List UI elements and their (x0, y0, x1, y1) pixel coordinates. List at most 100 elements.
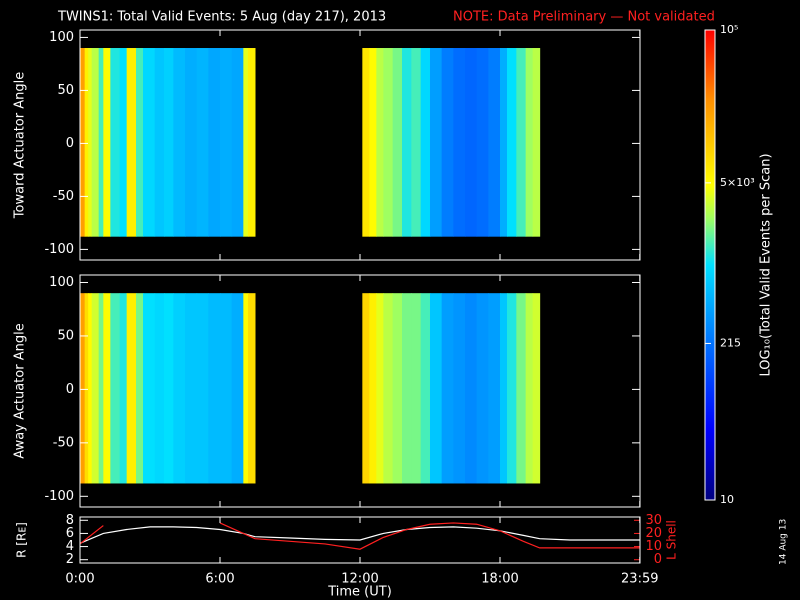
heatmap-cell (126, 48, 137, 237)
heatmap-cell (392, 48, 403, 237)
heatmap-cell (103, 48, 111, 237)
colorbar-tick-label: 215 (720, 336, 741, 349)
heatmap-cell (383, 48, 394, 237)
heatmap-cell (136, 293, 144, 484)
y-tick-label: 4 (66, 539, 74, 554)
heatmap-cell (164, 293, 174, 484)
heatmap-cell (196, 48, 209, 237)
heatmap-cell (84, 293, 89, 484)
heatmap-cell (126, 293, 137, 484)
heatmap-cell (420, 48, 431, 237)
y2-axis-label: L Shell (665, 520, 679, 560)
y-tick-label: 100 (49, 275, 74, 290)
heatmap-cell (453, 48, 466, 237)
heatmap-cell (143, 293, 156, 484)
colorbar (704, 29, 716, 501)
heatmap-cell (119, 48, 128, 237)
heatmap-cell (476, 48, 489, 237)
heatmap-cell (91, 293, 100, 484)
heatmap-cell (119, 293, 128, 484)
heatmap-cell (80, 48, 86, 237)
y-tick-label: -50 (53, 435, 74, 450)
heatmap-cell (488, 48, 501, 237)
heatmap-cell (453, 293, 466, 484)
heatmap-cell (154, 293, 165, 484)
x-tick-label: 6:00 (205, 572, 234, 587)
heatmap-cell (476, 293, 489, 484)
heatmap-cell (248, 293, 256, 484)
heatmap-cell (103, 293, 111, 484)
heatmap-cell (88, 48, 93, 237)
colorbar-tick-label: 10⁵ (720, 23, 738, 36)
y-tick-label: 2 (66, 552, 74, 567)
heatmap-cell (164, 48, 174, 237)
heatmap-cell (525, 293, 534, 484)
y-tick-label: 6 (66, 526, 74, 541)
heatmap-cell (376, 293, 384, 484)
x-tick-label: 18:00 (481, 572, 518, 587)
heatmap-cell (507, 48, 517, 237)
heatmap-cell (411, 48, 422, 237)
heatmap-cell (173, 293, 186, 484)
heatmap-cell (500, 48, 508, 237)
heatmap-cell (430, 48, 443, 237)
y-tick-label: 50 (57, 328, 74, 343)
x-tick-label: 23:59 (621, 572, 658, 587)
heatmap-cell (185, 293, 198, 484)
heatmap-cell (243, 48, 249, 237)
heatmap-cell (402, 48, 412, 237)
heatmap-cell (91, 48, 100, 237)
heatmap-cell (208, 48, 221, 237)
heatmap-cell (532, 293, 541, 484)
heatmap-cell (231, 293, 244, 484)
heatmap-cell (430, 293, 443, 484)
heatmap-cell (231, 48, 244, 237)
heatmap-cell (402, 293, 412, 484)
heatmap-cell (488, 293, 501, 484)
heatmap-cell (196, 293, 209, 484)
y-tick-label: 50 (57, 83, 74, 98)
heatmap-cell (248, 48, 256, 237)
heatmap-cell (362, 48, 370, 237)
heatmap-cell (500, 293, 508, 484)
note: NOTE: Data Preliminary — Not validated (453, 10, 715, 25)
heatmap-cell (532, 48, 541, 237)
y2-tick-label: 0 (654, 552, 662, 567)
heatmap-cell (80, 293, 86, 484)
line (80, 522, 640, 550)
heatmap-cell (98, 48, 104, 237)
colorbar-tick-label: 10 (720, 493, 734, 506)
heatmap-cell (143, 48, 156, 237)
x-axis-label: Time (UT) (327, 585, 392, 600)
line (80, 526, 640, 544)
y-tick-label: 100 (49, 30, 74, 45)
heatmap-cell (88, 293, 93, 484)
heatmap-cell (441, 293, 454, 484)
heatmap-cell (369, 48, 377, 237)
heatmap-cell (465, 293, 478, 484)
heatmap-cell (525, 48, 534, 237)
y-axis-label: R [Rᴇ] (15, 522, 29, 558)
heatmap-cell (173, 48, 186, 237)
heatmap-cell (369, 293, 377, 484)
y-tick-label: -100 (44, 489, 74, 504)
x-tick-label: 0:00 (65, 572, 94, 587)
heatmap-cell (507, 293, 517, 484)
heatmap-cell (98, 293, 104, 484)
heatmap-cell (84, 48, 89, 237)
y-tick-label: 0 (66, 136, 74, 151)
heatmap-cell (516, 293, 527, 484)
heatmap-cell (208, 293, 221, 484)
heatmap-cell (362, 293, 370, 484)
heatmap-cell (185, 48, 198, 237)
colorbar-label: LOG₁₀(Total Valid Events per Scan) (759, 153, 774, 376)
heatmap-cell (383, 293, 394, 484)
y-tick-label: -100 (44, 242, 74, 257)
title: TWINS1: Total Valid Events: 5 Aug (day 2… (57, 10, 386, 25)
y-tick-label: 0 (66, 382, 74, 397)
x-tick-label: 12:00 (341, 572, 378, 587)
heatmap-cell (110, 48, 121, 237)
heatmap-cell (376, 48, 384, 237)
y2-tick-label: 10 (645, 539, 662, 554)
